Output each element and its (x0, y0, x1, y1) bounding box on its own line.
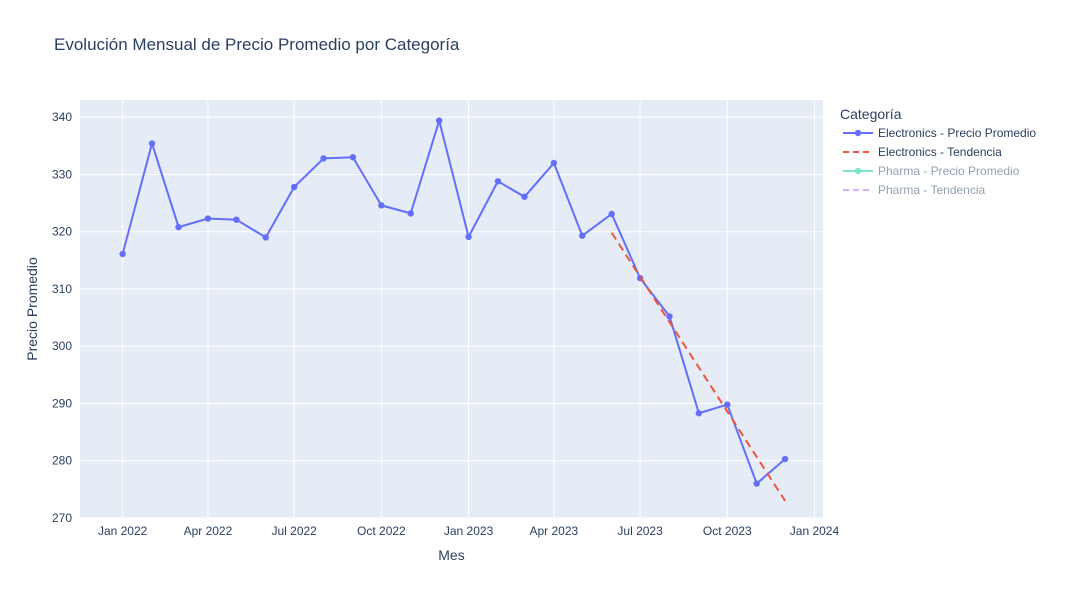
x-tick-label: Jan 2024 (790, 524, 840, 538)
data-point (521, 193, 528, 200)
data-point (320, 155, 327, 162)
series-layer (119, 116, 789, 502)
data-point (290, 183, 298, 191)
grid (80, 100, 823, 519)
legend-label: Electronics - Tendencia (878, 145, 1002, 159)
chart-title: Evolución Mensual de Precio Promedio por… (54, 35, 460, 54)
plot-area (80, 100, 823, 518)
legend-item[interactable]: Electronics - Precio Promedio (843, 126, 1036, 140)
y-tick-label: 280 (52, 454, 72, 468)
y-axis-title: Precio Promedio (24, 257, 40, 361)
y-tick-label: 300 (52, 339, 72, 353)
x-tick-label: Apr 2022 (184, 524, 233, 538)
x-tick-label: Jul 2023 (617, 524, 663, 538)
legend-item[interactable]: Pharma - Precio Promedio (843, 164, 1020, 178)
legend-label: Pharma - Tendencia (878, 183, 986, 197)
y-tick-label: 270 (52, 511, 72, 525)
y-tick-label: 320 (52, 225, 72, 239)
data-point (119, 250, 126, 258)
data-point (233, 216, 240, 223)
x-tick-label: Apr 2023 (530, 524, 579, 538)
data-point (435, 117, 443, 124)
y-tick-label: 330 (52, 167, 72, 181)
data-point (781, 455, 789, 463)
legend: Categoría Electronics - Precio PromedioE… (840, 106, 1036, 197)
series-line (121, 116, 786, 486)
legend-label: Pharma - Precio Promedio (878, 164, 1020, 178)
legend-items: Electronics - Precio Promedio Electronics… (843, 126, 1036, 197)
x-tick-label: Oct 2023 (703, 524, 752, 538)
data-point (349, 154, 357, 161)
data-point (465, 233, 472, 241)
data-point (695, 410, 703, 417)
series (610, 232, 786, 502)
data-point (579, 232, 586, 239)
x-axis-title: Mes (438, 547, 464, 563)
data-point (204, 215, 212, 222)
x-tick-label: Jan 2023 (444, 524, 494, 538)
data-point (724, 401, 731, 408)
data-point (262, 234, 269, 241)
data-point (753, 480, 760, 487)
legend-label: Electronics - Precio Promedio (878, 126, 1036, 140)
y-tick-label: 310 (52, 282, 72, 296)
x-tick-label: Jan 2022 (98, 524, 148, 538)
series (119, 116, 789, 487)
x-tick-label: Oct 2022 (357, 524, 406, 538)
data-point (494, 178, 502, 185)
tick-labels: 270 280 290 300 310 320 330 340 Jan 2022 Apr 2022… (52, 110, 840, 538)
legend-title: Categoría (840, 106, 902, 122)
x-tick-label: Jul 2022 (271, 524, 317, 538)
data-point (407, 210, 414, 217)
legend-item[interactable]: Electronics - Tendencia (843, 145, 1002, 159)
legend-item[interactable]: Pharma - Tendencia (843, 183, 986, 197)
y-tick-label: 290 (52, 396, 72, 410)
trend-line (610, 232, 786, 502)
data-point (666, 313, 673, 320)
legend-swatch-marker (854, 129, 862, 137)
data-point (378, 202, 385, 209)
data-point (550, 159, 558, 167)
y-tick-label: 340 (52, 110, 72, 124)
legend-swatch-marker (854, 167, 862, 175)
data-point (608, 210, 615, 218)
data-point (148, 140, 156, 147)
data-point (175, 223, 182, 231)
